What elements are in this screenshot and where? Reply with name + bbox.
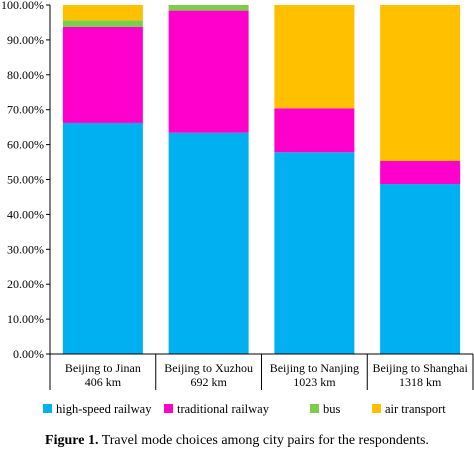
x-category-label-line: 692 km <box>190 375 227 389</box>
x-category-label: Beijing to Xuzhou 692 km <box>164 361 253 389</box>
bar-segment-high-speed-railway <box>380 184 461 354</box>
bar-segment-bus <box>62 20 143 27</box>
plot-area <box>62 5 461 354</box>
x-category-label-line: 1023 km <box>293 375 336 389</box>
y-axis: 0.00% 10.00% 20.00% 30.00% 40.00% 50.00% 60.00… <box>1 0 51 361</box>
y-tick-label: 40.00% <box>7 207 44 221</box>
x-category-label: Beijing to Nanjing 1023 km <box>270 361 359 389</box>
y-tick-label: 10.00% <box>7 312 44 326</box>
bar-segment-traditional-railway <box>168 10 249 133</box>
bar-segment-traditional-railway <box>274 108 355 153</box>
bar-segment-traditional-railway <box>380 161 461 185</box>
y-tick-label: 60.00% <box>7 138 44 152</box>
legend-swatch-bus <box>310 404 319 413</box>
y-tick-label: 80.00% <box>7 68 44 82</box>
x-category-label-line: Beijing to Jinan <box>65 361 141 375</box>
bar-segment-air-transport <box>380 5 461 162</box>
legend-swatch-traditional-railway <box>164 404 173 413</box>
y-tick-label: 30.00% <box>7 242 44 256</box>
caption-text: Travel mode choices among city pairs for… <box>98 433 429 448</box>
x-category-label: Beijing to Jinan 406 km <box>65 361 141 389</box>
figure-caption: Figure 1. Travel mode choices among city… <box>0 433 474 449</box>
bar-segment-high-speed-railway <box>274 152 355 354</box>
y-tick-label: 0.00% <box>13 347 44 361</box>
y-tick-label: 50.00% <box>7 173 44 187</box>
x-category-label-line: 406 km <box>85 375 122 389</box>
y-tick-label: 100.00% <box>1 0 44 12</box>
y-tick-label: 90.00% <box>7 33 44 47</box>
x-axis: Beijing to Jinan 406 km Beijing to Xuzhou 6… <box>49 353 474 390</box>
legend-label: high-speed railway <box>56 402 152 416</box>
bar-segment-high-speed-railway <box>62 122 143 354</box>
bar-segment-bus <box>168 5 249 11</box>
caption-label: Figure 1. <box>45 433 99 448</box>
y-tick-label: 70.00% <box>7 103 44 117</box>
x-category-label-line: Beijing to Nanjing <box>270 361 359 375</box>
legend-swatch-air-transport <box>372 404 381 413</box>
bar-segment-air-transport <box>62 5 143 21</box>
legend-label: air transport <box>385 402 446 416</box>
bar-segment-high-speed-railway <box>168 132 249 354</box>
x-category-label-line: 1318 km <box>399 375 442 389</box>
bar-segment-traditional-railway <box>62 26 143 123</box>
x-category-label-line: Beijing to Xuzhou <box>164 361 253 375</box>
legend-label: bus <box>323 402 341 416</box>
legend: high-speed railway traditional railway bus… <box>43 402 446 416</box>
x-category-label-line: Beijing to Shanghai <box>372 361 468 375</box>
bar-segment-air-transport <box>274 5 355 109</box>
y-tick-label: 20.00% <box>7 277 44 291</box>
legend-swatch-high-speed-railway <box>43 404 52 413</box>
stacked-bar-chart: 0.00% 10.00% 20.00% 30.00% 40.00% 50.00% 60.00… <box>1 0 474 416</box>
x-category-label: Beijing to Shanghai 1318 km <box>372 361 468 389</box>
legend-label: traditional railway <box>177 402 270 416</box>
